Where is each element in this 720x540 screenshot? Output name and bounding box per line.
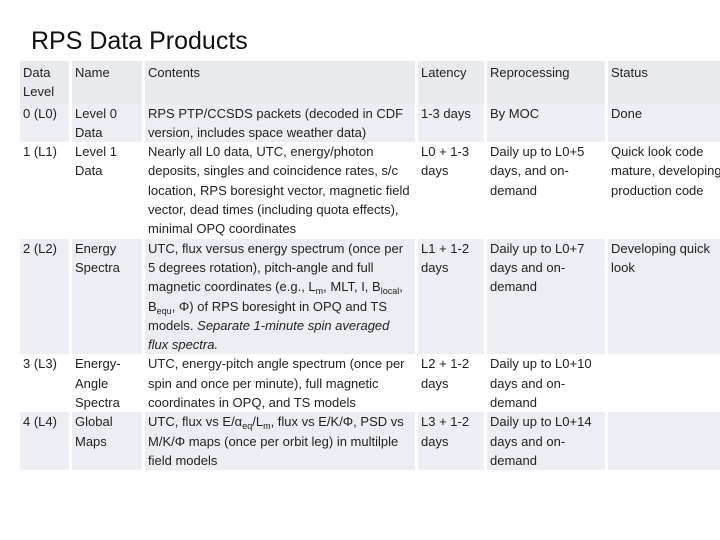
cell-level: 0 (L0) xyxy=(20,103,71,143)
table-row-l2: 2 (L2) Energy Spectra UTC, flux versus e… xyxy=(20,238,720,355)
header-status: Status xyxy=(605,61,720,104)
cell-status xyxy=(605,412,720,471)
table-row-l0: 0 (L0) Level 0 Data RPS PTP/CCSDS packet… xyxy=(20,103,720,143)
header-data-level: Data Level xyxy=(20,61,71,104)
italic-note: Separate 1-minute spin averaged flux spe… xyxy=(148,317,390,353)
cell-name: Energy-Angle Spectra xyxy=(69,354,144,413)
cell-contents: UTC, flux vs E/αeq/Lm, flux vs E/K/Φ, PS… xyxy=(142,412,417,471)
header-reprocessing: Reprocessing xyxy=(484,61,607,104)
cell-reprocessing: Daily up to L0+7 days and on-demand xyxy=(484,238,607,355)
cell-contents: UTC, flux versus energy spectrum (once p… xyxy=(142,238,417,355)
table-row-l1: 1 (L1) Level 1 Data Nearly all L0 data, … xyxy=(20,142,720,239)
header-contents: Contents xyxy=(142,61,417,104)
slide-title: RPS Data Products xyxy=(31,27,248,55)
data-products-table: Data Level Name Contents Latency Reproce… xyxy=(20,61,720,471)
header-latency: Latency xyxy=(415,61,486,104)
cell-name: Level 0 Data xyxy=(69,103,144,143)
cell-latency: L0 + 1-3 days xyxy=(415,142,486,239)
cell-reprocessing: By MOC xyxy=(484,103,607,143)
header-name: Name xyxy=(69,61,144,104)
cell-status: Developing quick look xyxy=(605,238,720,355)
cell-level: 2 (L2) xyxy=(20,238,71,355)
cell-latency: L2 + 1-2 days xyxy=(415,354,486,413)
cell-contents: RPS PTP/CCSDS packets (decoded in CDF ve… xyxy=(142,103,417,143)
cell-name: Level 1 Data xyxy=(69,142,144,239)
cell-level: 3 (L3) xyxy=(20,354,71,413)
cell-level: 1 (L1) xyxy=(20,142,71,239)
cell-level: 4 (L4) xyxy=(20,412,71,471)
cell-reprocessing: Daily up to L0+14 days and on-demand xyxy=(484,412,607,471)
table-row-l3: 3 (L3) Energy-Angle Spectra UTC, energy-… xyxy=(20,354,720,413)
table-row-l4: 4 (L4) Global Maps UTC, flux vs E/αeq/Lm… xyxy=(20,412,720,471)
cell-name: Energy Spectra xyxy=(69,238,144,355)
cell-contents: Nearly all L0 data, UTC, energy/photon d… xyxy=(142,142,417,239)
cell-latency: L3 + 1-2 days xyxy=(415,412,486,471)
cell-name: Global Maps xyxy=(69,412,144,471)
cell-reprocessing: Daily up to L0+5 days, and on-demand xyxy=(484,142,607,239)
cell-status: Done xyxy=(605,103,720,143)
table-header-row: Data Level Name Contents Latency Reproce… xyxy=(20,61,720,104)
cell-status: Quick look code mature, developing produ… xyxy=(605,142,720,239)
cell-status xyxy=(605,354,720,413)
cell-contents: UTC, energy-pitch angle spectrum (once p… xyxy=(142,354,417,413)
cell-reprocessing: Daily up to L0+10 days and on-demand xyxy=(484,354,607,413)
cell-latency: L1 + 1-2 days xyxy=(415,238,486,355)
cell-latency: 1-3 days xyxy=(415,103,486,143)
